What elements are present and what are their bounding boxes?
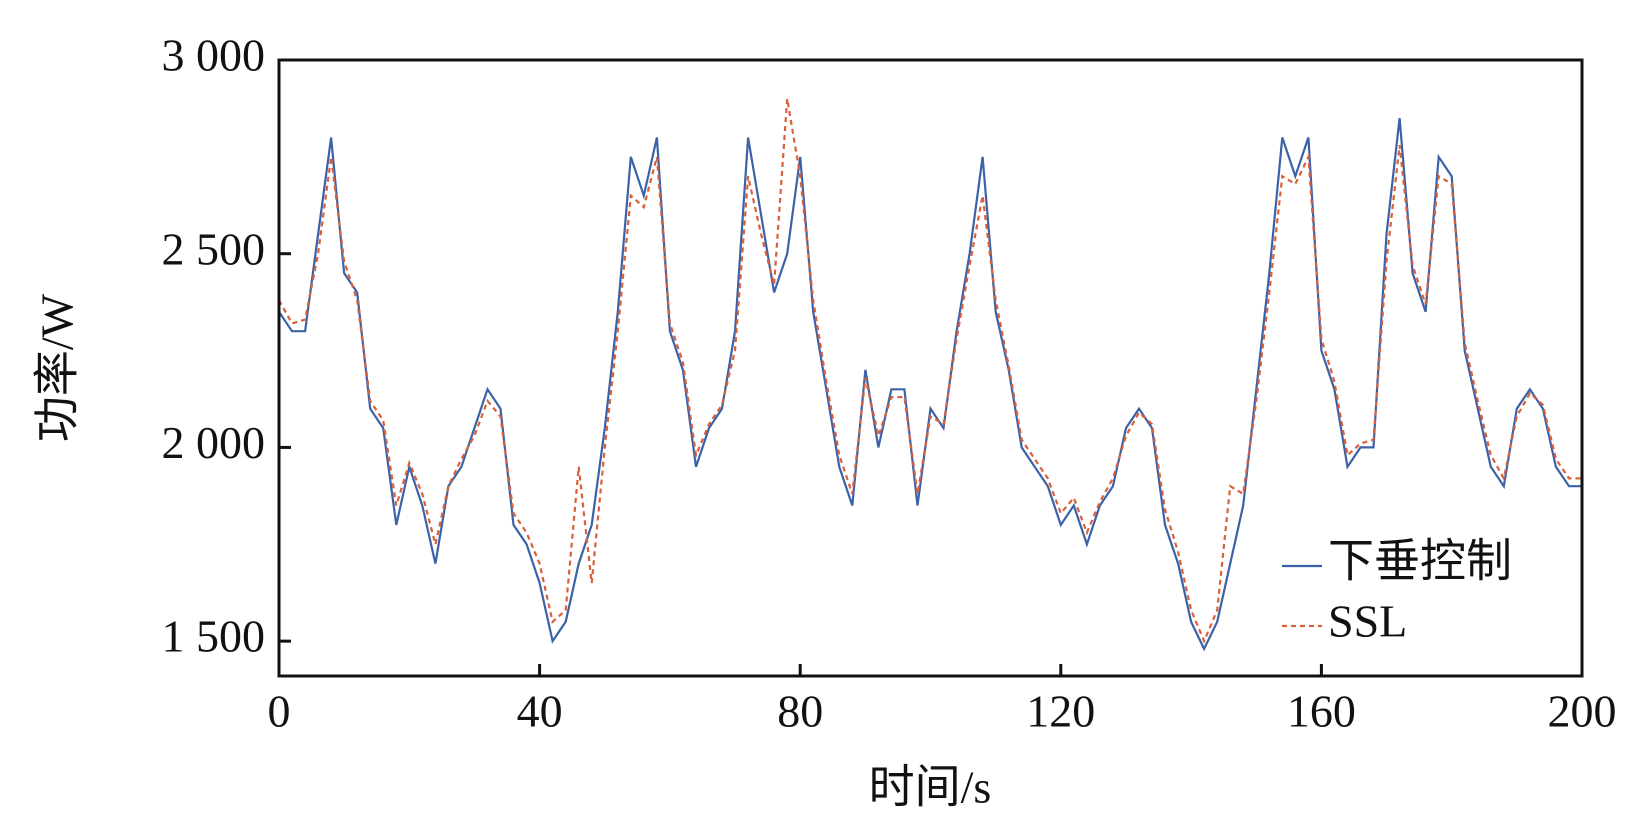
y-axis-label: 功率/W: [32, 293, 83, 442]
legend-label: 下垂控制: [1328, 536, 1512, 587]
x-tick-label: 0: [268, 686, 291, 737]
x-tick-label: 160: [1287, 686, 1356, 737]
x-tick-label: 120: [1026, 686, 1095, 737]
x-tick-label: 80: [777, 686, 823, 737]
series-line: [278, 117, 1582, 652]
x-tick-label: 200: [1548, 686, 1617, 737]
series-line: [278, 98, 1582, 644]
x-tick-label: 40: [517, 686, 563, 737]
y-tick-label: 2 500: [162, 223, 266, 274]
legend-label: SSL: [1328, 596, 1407, 647]
x-axis-label: 时间/s: [869, 762, 992, 813]
y-tick-label: 1 500: [162, 611, 266, 662]
y-tick-label: 2 000: [162, 417, 266, 468]
y-tick-label: 3 000: [162, 30, 266, 81]
plot-frame: [277, 58, 1584, 678]
